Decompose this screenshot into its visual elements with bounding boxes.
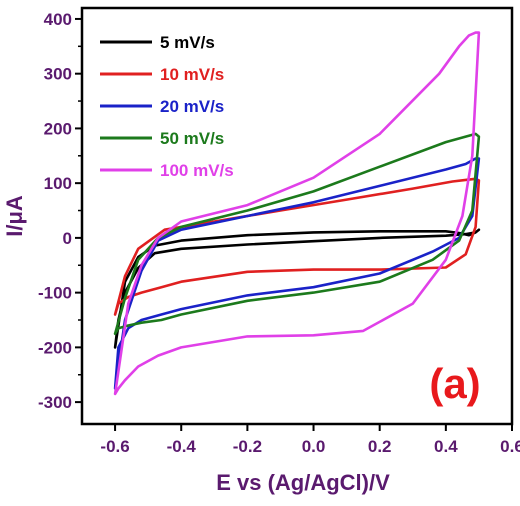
y-tick-label: -200 <box>38 338 72 357</box>
y-tick-label: -100 <box>38 284 72 303</box>
x-axis-ticks: -0.6 -0.4 -0.2 0.0 0.2 0.4 0.6 <box>100 424 520 456</box>
y-tick-label: 100 <box>44 174 72 193</box>
x-tick-label: -0.6 <box>100 437 129 456</box>
x-tick-label: 0.2 <box>368 437 392 456</box>
series-layer <box>113 31 481 396</box>
x-tick-label: 0.0 <box>302 437 326 456</box>
legend-label: 50 mV/s <box>160 129 224 148</box>
panel-label: (a) <box>429 360 480 407</box>
y-tick-label: 300 <box>44 65 72 84</box>
x-tick-label: 0.4 <box>434 437 458 456</box>
y-tick-label: -300 <box>38 393 72 412</box>
series-line-4 <box>113 132 481 336</box>
x-tick-label: -0.2 <box>233 437 262 456</box>
x-axis-title: E vs (Ag/AgCl)/V <box>216 470 390 495</box>
x-tick-label: 0.6 <box>500 437 520 456</box>
legend-label: 100 mV/s <box>160 161 234 180</box>
y-axis-title: I/μA <box>2 195 27 237</box>
legend-label: 5 mV/s <box>160 33 215 52</box>
series-line-2 <box>113 177 481 316</box>
legend: 5 mV/s 10 mV/s 20 mV/s 50 mV/s 100 mV/s <box>100 33 234 180</box>
x-tick-label: -0.4 <box>167 437 197 456</box>
legend-label: 10 mV/s <box>160 65 224 84</box>
series-line-5 <box>113 31 481 396</box>
y-tick-label: 0 <box>63 229 72 248</box>
y-axis-ticks: 400 300 200 100 0 -100 -200 -300 <box>38 10 82 412</box>
y-tick-label: 200 <box>44 119 72 138</box>
y-tick-label: 400 <box>44 10 72 29</box>
plot-frame <box>80 6 514 426</box>
legend-label: 20 mV/s <box>160 97 224 116</box>
series-line-1 <box>113 228 481 349</box>
